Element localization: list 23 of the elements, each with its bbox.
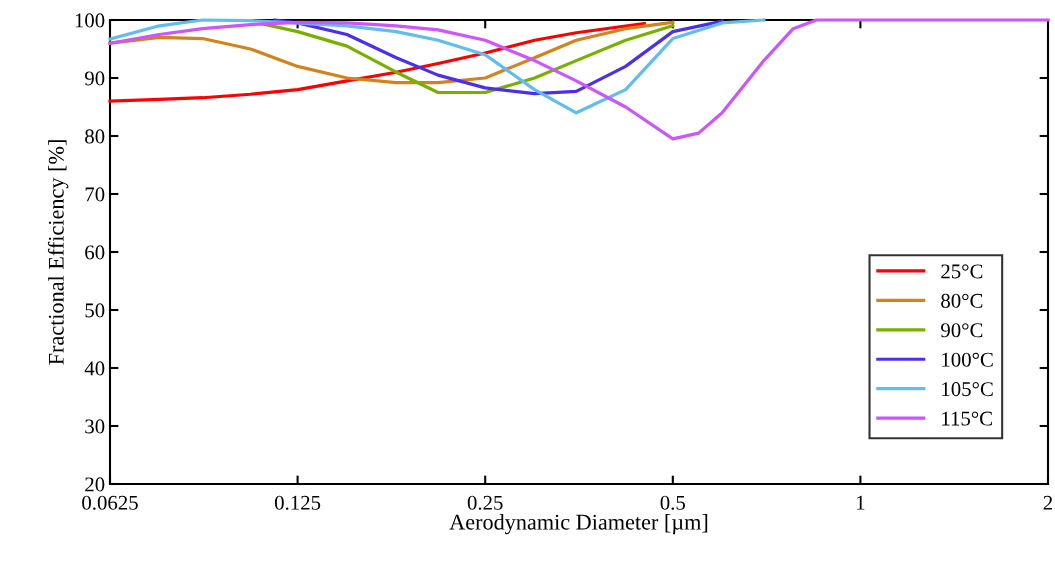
legend-label: 100°C <box>942 352 993 367</box>
x-tick-label: 2 <box>1043 495 1053 510</box>
x-tick-label: 0.125 <box>274 495 321 510</box>
y-tick-label: 20 <box>85 477 105 492</box>
legend-label: 115°C <box>942 411 992 426</box>
y-tick-label: 100 <box>75 13 105 28</box>
legend-label: 80°C <box>941 293 983 308</box>
x-tick-label: 1 <box>857 495 865 510</box>
x-axis-title: Aerodynamic Diameter [µm] <box>449 514 708 535</box>
x-tick-label: 0.0625 <box>82 495 138 510</box>
y-tick-label: 90 <box>84 71 105 86</box>
y-tick-label: 80 <box>85 129 105 144</box>
x-tick-label: 0.5 <box>660 495 686 510</box>
x-tick-label: 0.25 <box>467 495 503 510</box>
y-tick-label: 60 <box>85 245 105 260</box>
y-tick-label: 70 <box>85 187 105 202</box>
legend-label: 25°C <box>941 264 983 279</box>
y-tick-label: 50 <box>85 303 105 318</box>
y-tick-label: 30 <box>85 419 105 434</box>
y-tick-label: 40 <box>84 361 105 376</box>
legend-label: 90°C <box>941 323 983 338</box>
legend-label: 105°C <box>942 382 993 397</box>
y-axis-title: Fractional Efficiency [%] <box>47 140 69 365</box>
